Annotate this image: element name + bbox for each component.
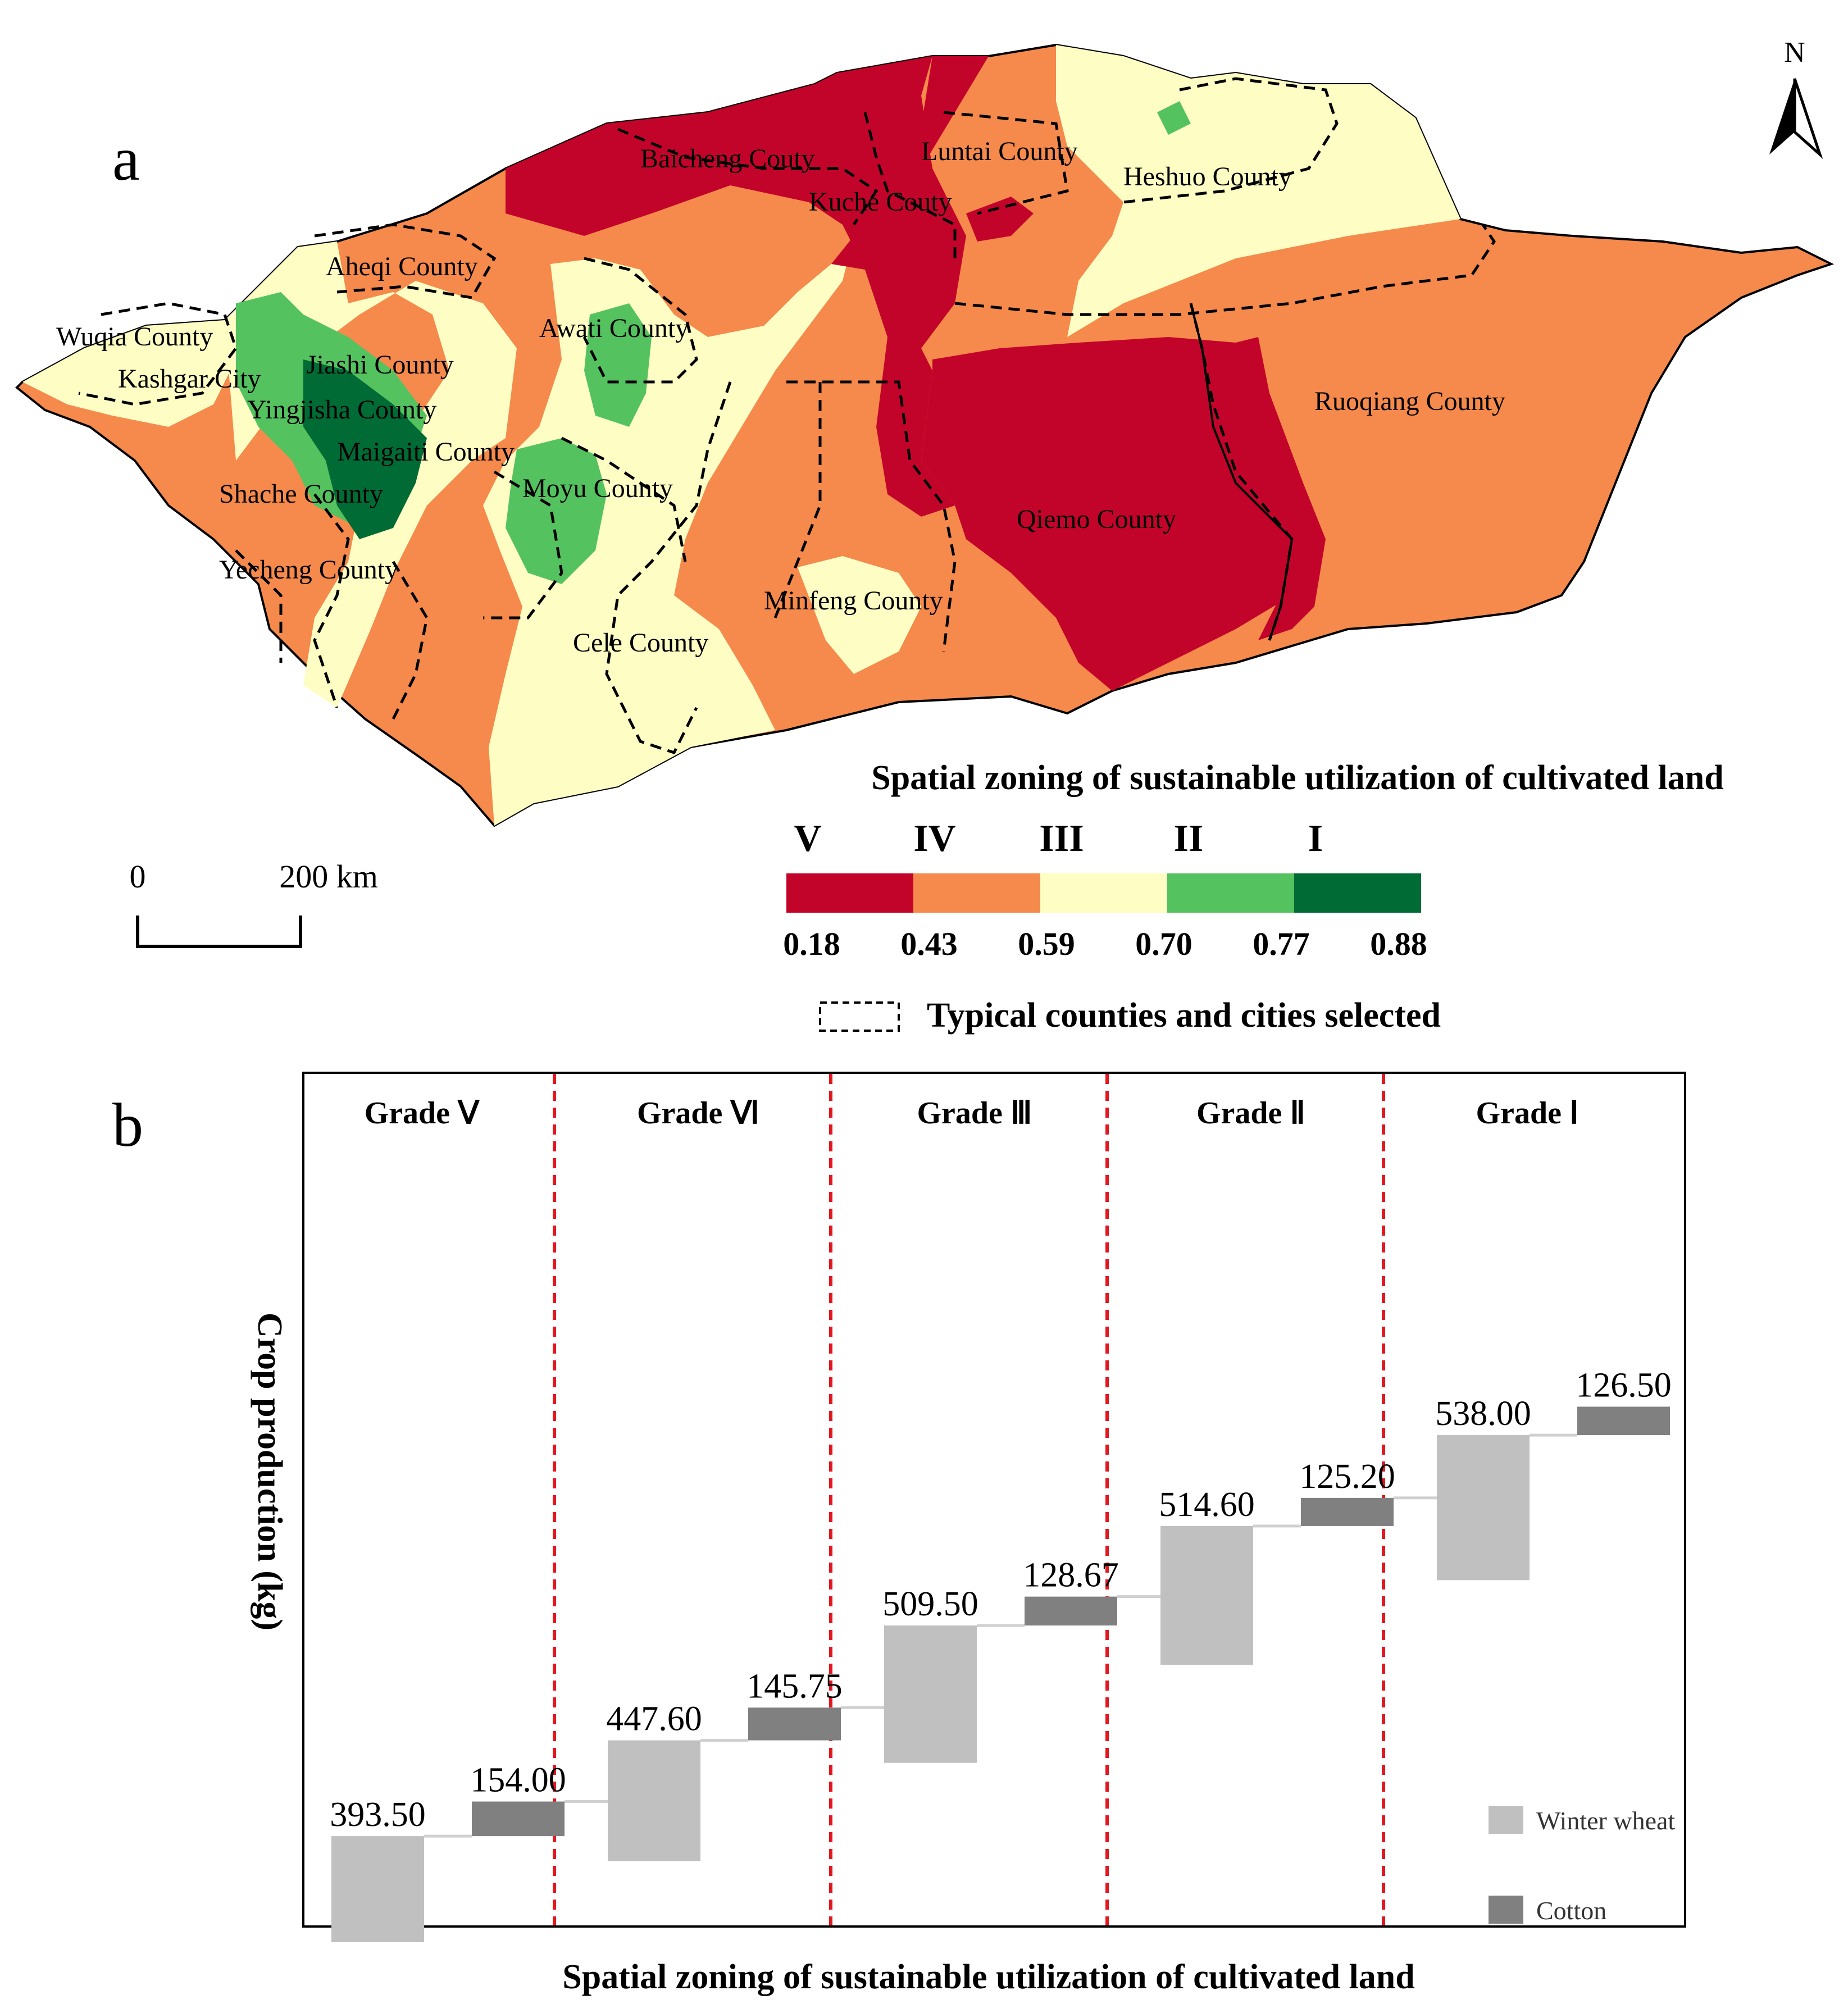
chart-legend: Winter wheat Cotton <box>1489 1806 1675 1925</box>
bar-cotton <box>748 1707 841 1741</box>
north-label: N <box>1784 37 1805 69</box>
zone-grade-iii <box>1056 45 1460 337</box>
legend-grade-label: IV <box>913 817 956 859</box>
north-arrow-right <box>1793 78 1823 160</box>
scale-bar-line <box>136 916 302 948</box>
zone-grade-ii <box>584 303 652 427</box>
legend-break-label: 0.18 <box>783 926 840 962</box>
bar-cotton <box>1025 1596 1117 1626</box>
county-label: Kashgar City <box>118 364 261 394</box>
dashed-legend-label: Typical counties and cities selected <box>927 996 1441 1035</box>
zone-grade-v <box>1236 337 1326 640</box>
map-panel: Baicheng Couty Luntai County Heshuo Coun… <box>15 43 1835 827</box>
legend-swatch-winter-wheat <box>1489 1806 1523 1834</box>
value-label-winter-wheat: 514.60 <box>1159 1486 1255 1524</box>
county-label: Ruoqiang County <box>1314 386 1505 416</box>
legend-swatch-grade <box>786 873 913 913</box>
county-border-line <box>1190 303 1294 641</box>
zone-grade-ii <box>506 438 607 584</box>
panel-b-label: b <box>112 1091 143 1159</box>
legend-swatch-grade <box>1294 873 1421 913</box>
value-label-cotton: 145.75 <box>747 1667 843 1705</box>
county-label: Maigaiti County <box>337 437 515 467</box>
county-label: Qiemo County <box>1017 504 1176 534</box>
value-label-cotton: 154.00 <box>470 1761 566 1800</box>
county-label: Moyu County <box>522 473 673 503</box>
legend-swatch-cotton <box>1489 1896 1523 1924</box>
bar-winter-wheat <box>608 1740 700 1861</box>
value-label-cotton: 125.20 <box>1299 1458 1395 1496</box>
bar-cotton <box>1577 1406 1670 1436</box>
north-arrow: N <box>1769 37 1823 160</box>
legend-grade-label: I <box>1308 817 1323 859</box>
value-label-winter-wheat: 447.60 <box>606 1700 702 1738</box>
value-label-winter-wheat: 538.00 <box>1435 1395 1531 1433</box>
legend-label-winter-wheat: Winter wheat <box>1536 1806 1675 1835</box>
legend-break-label: 0.70 <box>1135 926 1192 962</box>
legend-break-label: 0.43 <box>900 926 958 962</box>
county-label: Aheqi County <box>326 252 478 281</box>
bar-winter-wheat <box>884 1625 977 1763</box>
county-label: Kuche Couty <box>809 187 952 217</box>
bar-cotton <box>472 1801 565 1837</box>
legend-grade-label: V <box>794 817 821 859</box>
map-legend: Spatial zoning of sustainable utilizatio… <box>783 759 1724 1035</box>
zone-grade-v <box>921 337 1326 691</box>
county-label: Heshuo County <box>1123 162 1292 192</box>
legend-break-label: 0.88 <box>1370 926 1427 962</box>
county-label: Wuqia County <box>56 322 213 352</box>
legend-swatch-grade <box>913 873 1040 913</box>
north-arrow-left <box>1769 79 1795 154</box>
county-label: Yecheng County <box>219 555 398 585</box>
county-label: Yingjisha County <box>247 395 436 425</box>
zone-grade-i <box>303 359 427 539</box>
scale-end-label: 200 km <box>279 858 378 895</box>
legend-break-label: 0.59 <box>1018 926 1075 962</box>
bar-cotton <box>1301 1497 1394 1526</box>
x-axis-label: Spatial zoning of sustainable utilizatio… <box>562 1958 1415 1996</box>
bar-winter-wheat <box>1437 1435 1530 1581</box>
zone-grade-ii <box>1157 101 1191 135</box>
panel-a-label: a <box>112 125 140 193</box>
county-label: Cele County <box>573 628 708 658</box>
category-label: Grade Ⅰ <box>1476 1096 1579 1131</box>
county-label: Jiashi County <box>306 350 454 380</box>
legend-swatch-grade <box>1040 873 1167 913</box>
legend-break-label: 0.77 <box>1253 926 1310 962</box>
dashed-legend-swatch <box>819 1001 900 1032</box>
bar-winter-wheat <box>1160 1525 1253 1665</box>
legend-grade-label: II <box>1174 817 1204 859</box>
value-label-winter-wheat: 393.50 <box>330 1796 426 1834</box>
value-label-winter-wheat: 509.50 <box>882 1585 978 1623</box>
county-label: Shache County <box>219 479 383 509</box>
zone-grade-iii <box>798 556 921 674</box>
category-label: Grade Ⅲ <box>917 1096 1032 1131</box>
zone-grade-v <box>966 197 1034 242</box>
bar-winter-wheat <box>331 1836 424 1942</box>
chart-panel: Grade Ⅴ Grade Ⅵ Grade Ⅲ Grade Ⅱ Grade Ⅰ 393.… <box>251 1072 1686 1996</box>
category-label: Grade Ⅴ <box>365 1096 480 1131</box>
county-label: Baicheng Couty <box>640 144 815 174</box>
county-label: Luntai County <box>921 136 1078 166</box>
category-label: Grade Ⅵ <box>637 1096 759 1131</box>
legend-label-cotton: Cotton <box>1536 1896 1606 1925</box>
county-label: Minfeng County <box>764 586 943 616</box>
y-axis-label: Crop production (kg) <box>251 1313 289 1631</box>
zone-grade-v <box>831 56 989 337</box>
legend-grade-label: III <box>1039 817 1084 859</box>
zone-grade-v <box>506 56 966 517</box>
scale-bar: 0 200 km <box>130 858 378 948</box>
zone-grade-iii <box>22 320 236 427</box>
county-label: Awati County <box>539 313 689 343</box>
value-label-cotton: 128.67 <box>1023 1556 1119 1595</box>
scale-start-label: 0 <box>130 858 146 895</box>
value-label-cotton: 126.50 <box>1576 1366 1672 1404</box>
map-legend-title: Spatial zoning of sustainable utilizatio… <box>871 759 1724 797</box>
legend-swatch-grade <box>1167 873 1294 913</box>
category-label: Grade Ⅱ <box>1196 1096 1305 1131</box>
zone-grade-iii <box>483 236 854 826</box>
